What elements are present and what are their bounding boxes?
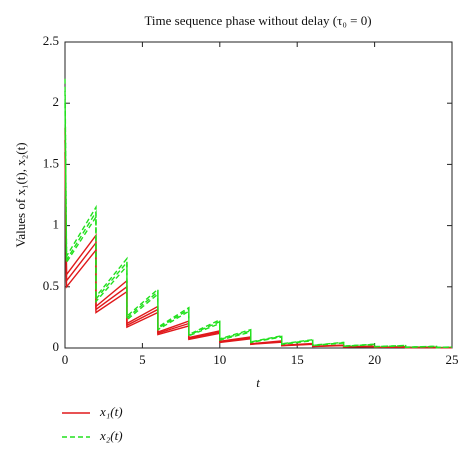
y-tick-label: 2.5	[43, 33, 59, 48]
y-tick-label: 0	[53, 339, 60, 354]
x-tick-label: 25	[446, 352, 459, 367]
y-tick-label: 1	[53, 217, 60, 232]
x-tick-label: 5	[139, 352, 146, 367]
x-tick-label: 10	[213, 352, 226, 367]
y-tick-label: 1.5	[43, 155, 59, 170]
x-axis-label: t	[256, 375, 260, 390]
x-tick-label: 15	[291, 352, 304, 367]
chart-title: Time sequence phase without delay (τ₀ = …	[144, 13, 371, 28]
series-line	[64, 78, 453, 349]
series-line	[64, 152, 453, 349]
plot-frame	[64, 41, 453, 349]
series-line	[64, 103, 453, 349]
y-axis-label: Values of x₁(t), x₂(t)	[13, 142, 28, 247]
series-line	[64, 90, 453, 349]
y-tick-label: 0.5	[43, 278, 59, 293]
legend-label: x₂(t)	[99, 428, 123, 443]
legend-label: x₁(t)	[99, 404, 123, 419]
x-tick-label: 0	[62, 352, 69, 367]
y-tick-label: 2	[53, 94, 60, 109]
series-line	[64, 139, 453, 349]
series-line	[64, 127, 453, 349]
x-tick-label: 20	[368, 352, 381, 367]
